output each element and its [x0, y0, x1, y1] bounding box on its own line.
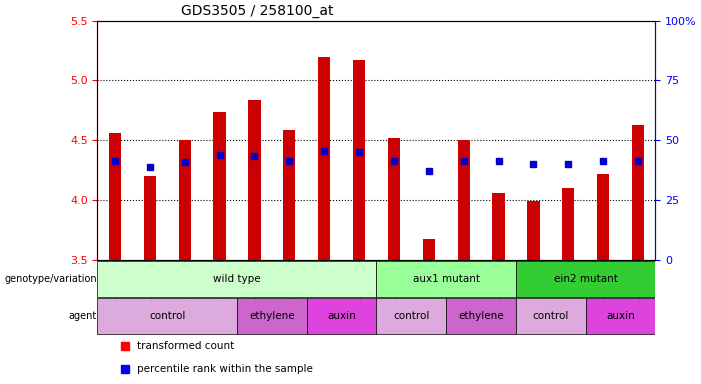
FancyBboxPatch shape [376, 298, 447, 334]
Text: aux1 mutant: aux1 mutant [413, 274, 479, 284]
Bar [492, 193, 505, 260]
Bar [213, 112, 226, 260]
Bar [597, 174, 609, 260]
Text: ethylene: ethylene [458, 311, 504, 321]
Bar [283, 129, 295, 260]
Bar [562, 188, 574, 260]
FancyBboxPatch shape [97, 261, 376, 297]
Text: auxin: auxin [327, 311, 356, 321]
Bar [144, 176, 156, 260]
FancyBboxPatch shape [586, 298, 655, 334]
Text: control: control [533, 311, 569, 321]
Text: genotype/variation: genotype/variation [4, 274, 97, 284]
Text: percentile rank within the sample: percentile rank within the sample [137, 364, 313, 374]
FancyBboxPatch shape [516, 298, 586, 334]
FancyBboxPatch shape [516, 261, 655, 297]
FancyBboxPatch shape [376, 261, 516, 297]
FancyBboxPatch shape [237, 298, 307, 334]
Text: ein2 mutant: ein2 mutant [554, 274, 618, 284]
Bar [423, 238, 435, 260]
Bar [318, 56, 330, 260]
Bar [632, 125, 644, 260]
Bar [109, 133, 121, 260]
Bar [353, 60, 365, 260]
Text: wild type: wild type [213, 274, 261, 284]
FancyBboxPatch shape [97, 298, 237, 334]
Bar [248, 99, 261, 260]
Bar [458, 140, 470, 260]
Text: ethylene: ethylene [249, 311, 294, 321]
Bar [527, 201, 540, 260]
FancyBboxPatch shape [307, 298, 376, 334]
Text: auxin: auxin [606, 311, 635, 321]
Text: control: control [393, 311, 430, 321]
Text: agent: agent [69, 311, 97, 321]
Text: transformed count: transformed count [137, 341, 233, 351]
Text: control: control [149, 311, 185, 321]
Bar [388, 138, 400, 260]
Bar [179, 140, 191, 260]
Text: GDS3505 / 258100_at: GDS3505 / 258100_at [181, 4, 334, 18]
FancyBboxPatch shape [447, 298, 516, 334]
